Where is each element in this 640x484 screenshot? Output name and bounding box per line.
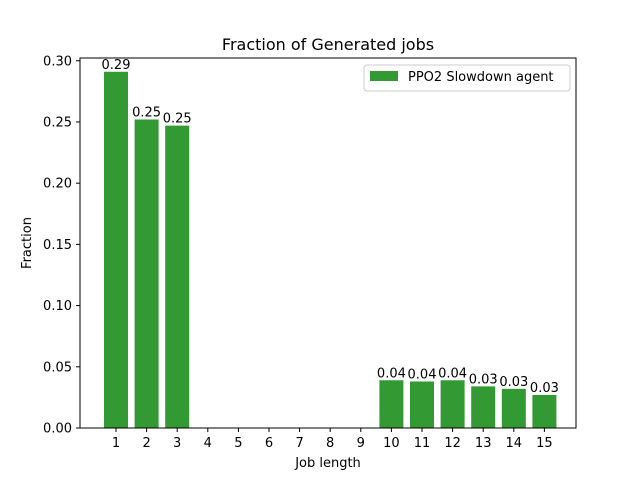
- bars-layer: [104, 71, 557, 429]
- bar-value-label-3: 0.25: [163, 112, 192, 127]
- bar-value-label-10: 0.04: [377, 366, 406, 381]
- bar-1: [104, 71, 128, 429]
- bar-value-label-2: 0.25: [132, 106, 161, 121]
- y-tick-label: 0.00: [43, 422, 72, 437]
- x-tick-label: 3: [173, 436, 181, 451]
- legend: PPO2 Slowdown agent: [363, 64, 571, 92]
- y-axis-ticks: 0.00 0.05 0.10 0.15 0.20 0.25 0.30: [43, 54, 80, 437]
- bar-14: [501, 388, 526, 428]
- legend-box: [363, 64, 571, 92]
- x-axis-label: Job length: [294, 456, 361, 471]
- legend-swatch: [370, 71, 398, 81]
- x-tick-label: 8: [326, 436, 334, 451]
- x-tick-label: 15: [536, 436, 553, 451]
- y-tick-label: 0.15: [43, 238, 72, 253]
- bar-value-label-11: 0.04: [408, 367, 437, 382]
- y-tick-label: 0.25: [43, 115, 72, 130]
- x-tick-label: 7: [295, 436, 303, 451]
- bar-value-label-13: 0.03: [469, 372, 498, 387]
- y-axis-label: Fraction: [20, 217, 35, 269]
- bar-value-label-12: 0.04: [438, 366, 467, 381]
- x-tick-label: 9: [357, 436, 365, 451]
- x-axis-ticks: 1 2 3 4 5 6 7 8 9 10 11 12 13 14 15: [112, 428, 553, 451]
- bar-11: [410, 381, 434, 428]
- x-tick-label: 1: [112, 436, 120, 451]
- plot-frame: [79, 57, 577, 429]
- chart-title: Fraction of Generated jobs: [222, 35, 434, 54]
- bar-value-label-15: 0.03: [530, 381, 559, 396]
- x-tick-label: 10: [383, 436, 400, 451]
- y-tick-label: 0.10: [43, 299, 72, 314]
- y-tick-label: 0.30: [43, 54, 72, 69]
- bar-2: [134, 119, 159, 428]
- y-tick-label: 0.20: [43, 177, 72, 192]
- bar-3: [165, 125, 190, 428]
- bar-12: [440, 380, 465, 428]
- legend-label: PPO2 Slowdown agent: [408, 70, 554, 85]
- x-tick-label: 2: [142, 436, 150, 451]
- x-tick-label: 4: [204, 436, 212, 451]
- x-tick-label: 14: [506, 436, 523, 451]
- x-tick-label: 6: [265, 436, 273, 451]
- bar-labels-layer: 0.290.25 0.250.04 0.04 0.04 0.03 0.03 0.03: [102, 58, 559, 396]
- bar-10: [379, 380, 404, 428]
- x-tick-label: 12: [444, 436, 461, 451]
- bar-value-label-14: 0.03: [499, 375, 528, 390]
- y-tick-label: 0.05: [43, 360, 72, 375]
- x-tick-label: 5: [234, 436, 242, 451]
- bar-value-label-1: 0.29: [102, 58, 131, 73]
- x-tick-label: 13: [475, 436, 492, 451]
- bar-15: [532, 394, 557, 428]
- bar-13: [471, 386, 496, 428]
- x-tick-label: 11: [414, 436, 431, 451]
